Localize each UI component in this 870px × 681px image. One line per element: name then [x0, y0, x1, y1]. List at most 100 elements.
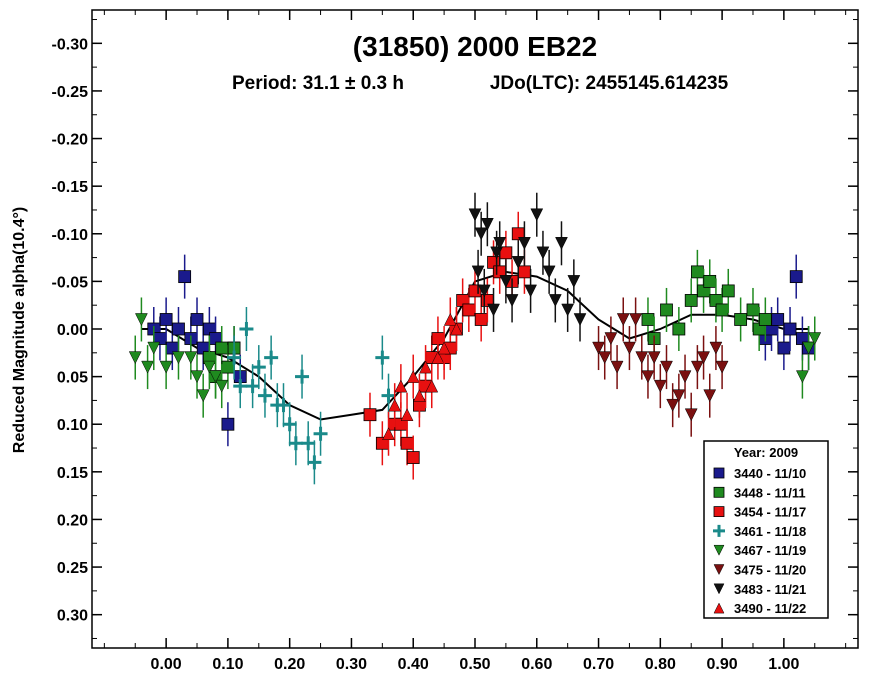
data-point [666, 398, 680, 412]
legend-box [703, 440, 829, 619]
data-point [542, 265, 556, 279]
data-point [474, 227, 488, 241]
data-point [202, 360, 216, 374]
y-tick-label: -0.15 [52, 179, 89, 196]
y-tick-label: 0.30 [57, 608, 88, 625]
plot-area [128, 192, 822, 485]
chart-subtitle-epoch: JDo(LTC): 2455145.614235 [490, 73, 729, 94]
data-point [251, 360, 266, 375]
legend-marker [713, 583, 725, 595]
data-point [518, 265, 531, 279]
legend-marker [713, 602, 725, 614]
data-point [431, 351, 445, 364]
y-tick-label: -0.10 [52, 227, 89, 244]
data-point [789, 270, 803, 284]
data-point [307, 455, 322, 470]
x-tick-label: 0.90 [707, 656, 738, 673]
data-point [610, 360, 624, 374]
legend-marker [713, 564, 725, 576]
data-point [257, 388, 272, 403]
data-point [678, 370, 692, 384]
legend-label: 3440 - 11/10 [734, 466, 806, 481]
data-point [635, 351, 649, 365]
data-point [697, 351, 710, 365]
data-point [400, 436, 414, 450]
x-tick-label: 0.20 [274, 656, 305, 673]
data-point [548, 294, 562, 307]
series-5 [592, 297, 729, 437]
series-3 [227, 307, 396, 485]
legend-label: 3467 - 11/19 [734, 543, 806, 558]
data-point [598, 351, 612, 365]
data-point [530, 208, 544, 222]
chart-title: (31850) 2000 EB22 [353, 31, 597, 62]
legend-label: 3454 - 11/17 [734, 505, 806, 520]
data-point [684, 294, 698, 307]
data-point [363, 408, 377, 422]
data-point [276, 398, 291, 413]
data-point [135, 313, 148, 327]
data-point [653, 379, 667, 393]
data-point [573, 313, 587, 327]
data-point [758, 313, 772, 326]
legend-label: 3448 - 11/11 [734, 485, 806, 500]
data-point [215, 341, 229, 355]
data-point [616, 313, 630, 327]
series-6 [468, 192, 587, 342]
data-point [184, 351, 198, 365]
data-point [690, 360, 704, 374]
data-point [641, 313, 655, 326]
legend-label: 3461 - 11/18 [734, 524, 806, 539]
y-tick-label: 0.25 [57, 560, 88, 577]
data-point [771, 313, 785, 326]
data-point [795, 370, 809, 384]
data-point [721, 284, 735, 298]
data-point [227, 350, 242, 365]
data-point [239, 322, 254, 336]
data-point [480, 218, 494, 231]
data-point [511, 256, 525, 269]
data-point [221, 417, 235, 431]
y-tick-label: -0.30 [52, 36, 89, 53]
data-point [604, 332, 618, 346]
legend-label: 3483 - 11/21 [734, 582, 806, 597]
x-tick-label: 0.70 [583, 656, 614, 673]
data-point [400, 408, 414, 421]
data-point [295, 369, 310, 384]
data-point [394, 379, 408, 393]
y-tick-label: 0.00 [57, 322, 88, 339]
series-7 [382, 297, 463, 456]
data-point [172, 351, 185, 365]
data-point [425, 379, 439, 393]
data-point [647, 351, 661, 365]
legend-marker [713, 486, 725, 498]
data-point [190, 370, 204, 384]
x-tick-label: 1.00 [768, 656, 799, 673]
x-tick-label: 0.30 [336, 656, 367, 673]
data-point [282, 417, 297, 432]
data-point [381, 388, 396, 403]
data-point [412, 389, 426, 402]
data-point [406, 451, 420, 464]
y-axis-label: Reduced Magnitude alpha(10.4°) [11, 207, 28, 453]
data-point [690, 265, 704, 279]
data-point [388, 398, 402, 412]
data-point [623, 341, 636, 355]
x-tick-label: 0.50 [459, 656, 490, 673]
chart-subtitle-period: Period: 31.1 ± 0.3 h [232, 73, 404, 94]
legend-marker [713, 524, 725, 537]
y-tick-label: -0.20 [52, 132, 89, 149]
data-point [313, 426, 328, 441]
data-point [471, 265, 485, 279]
data-point [468, 208, 482, 222]
data-point [245, 379, 260, 394]
data-point [561, 303, 575, 317]
data-point [477, 284, 491, 298]
y-tick-label: 0.05 [57, 370, 88, 387]
data-point [629, 313, 643, 327]
data-point [288, 436, 303, 451]
data-point [301, 436, 316, 451]
y-tick-label: -0.05 [52, 274, 89, 291]
data-point [703, 274, 717, 288]
